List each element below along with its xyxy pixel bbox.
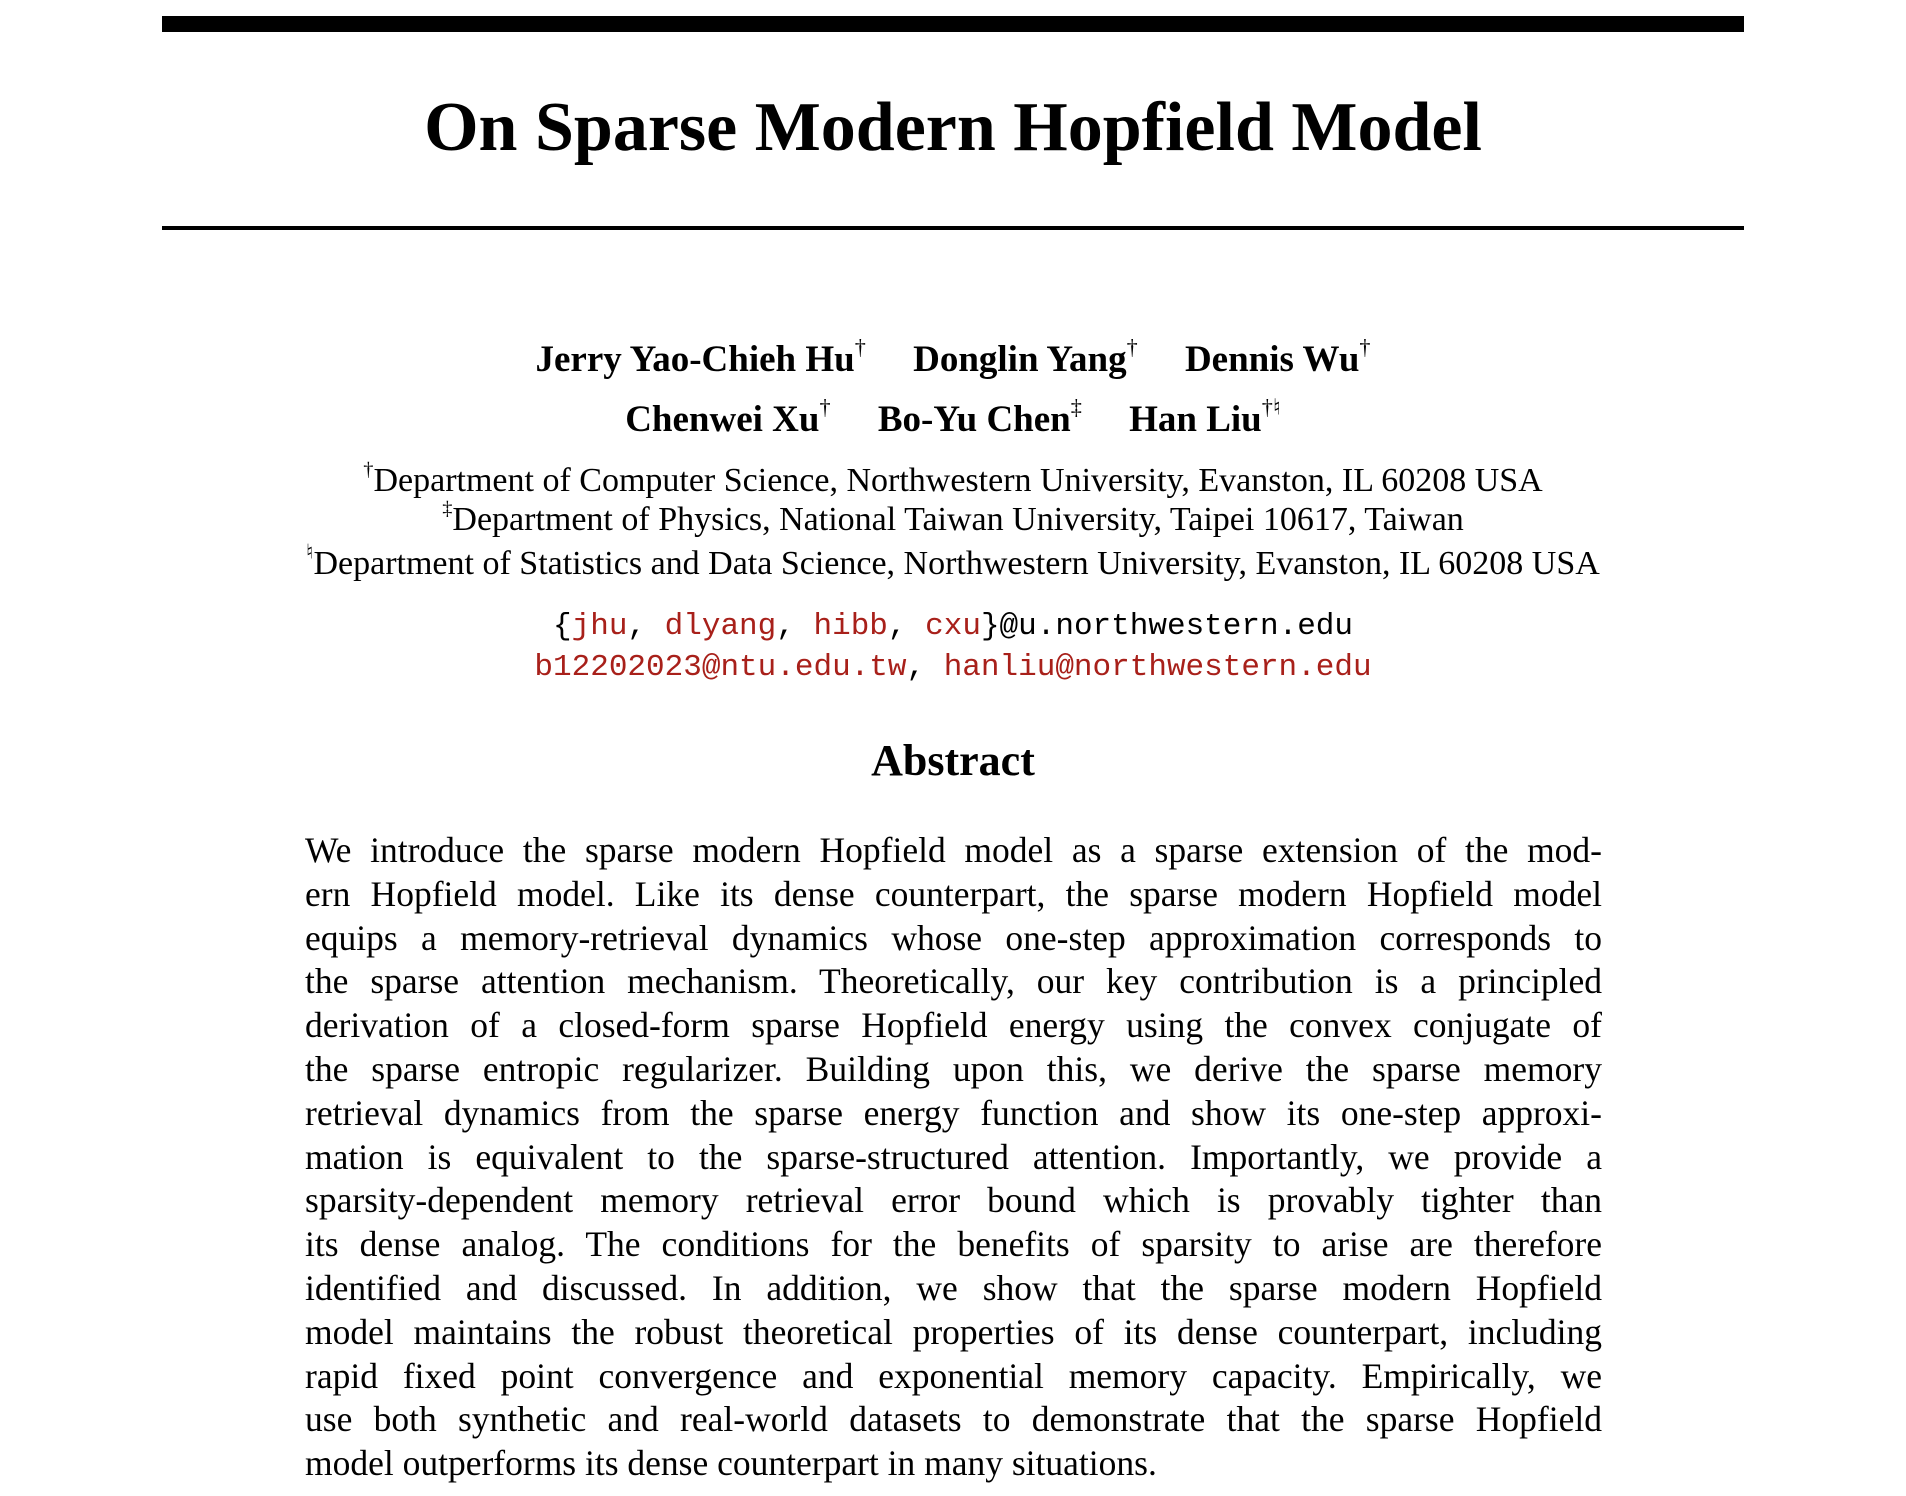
author: Donglin Yang† — [913, 334, 1138, 380]
email-link[interactable]: hibb — [813, 609, 888, 644]
author: Chenwei Xu† — [625, 394, 831, 440]
abstract-line: We introduce the sparse modern Hopfield … — [305, 830, 1602, 870]
abstract-line: equips a memory-retrieval dynamics whose… — [305, 917, 1602, 958]
email-link[interactable]: jhu — [571, 609, 628, 644]
author: Dennis Wu† — [1184, 334, 1371, 380]
email-link[interactable]: dlyang — [664, 609, 777, 644]
top-rule — [162, 16, 1744, 32]
abstract-line: the sparse entropic regularizer. Buildin… — [305, 1048, 1602, 1089]
abstract-line: derivation of a closed-form sparse Hopfi… — [305, 1005, 1602, 1046]
email-link[interactable]: hanliu@northwestern.edu — [943, 650, 1372, 685]
abstract-line: use both synthetic and real-world datase… — [305, 1399, 1602, 1440]
affiliation: ‡Department of Physics, National Taiwan … — [442, 497, 1464, 538]
abstract-line: rapid fixed point convergence and expone… — [305, 1355, 1602, 1396]
title-rule — [162, 226, 1744, 230]
author: Bo-Yu Chen‡ — [877, 394, 1082, 440]
email-link[interactable]: cxu — [925, 609, 981, 644]
email-line-1: {jhu, dlyang, hibb, cxu}@u.northwestern.… — [553, 609, 1353, 644]
email-line-2: b12202023@ntu.edu.tw, hanliu@northwester… — [534, 650, 1372, 685]
abstract-line: identified and discussed. In addition, w… — [305, 1267, 1602, 1308]
email-link[interactable]: b12202023@ntu.edu.tw — [534, 650, 907, 685]
author: Jerry Yao-Chieh Hu† — [535, 334, 866, 380]
paper-title: On Sparse Modern Hopfield Model — [424, 89, 1482, 166]
abstract-line: model maintains the robust theoretical p… — [305, 1311, 1602, 1352]
abstract-line: sparsity-dependent memory retrieval erro… — [305, 1180, 1602, 1221]
abstract-line: mation is equivalent to the sparse-struc… — [305, 1136, 1602, 1177]
abstract-line: retrieval dynamics from the sparse energ… — [305, 1092, 1602, 1133]
abstract-body: We introduce the sparse modern Hopfield … — [305, 829, 1602, 1486]
author: Han Liu†♮ — [1129, 394, 1281, 440]
affiliation: ♮Department of Statistics and Data Scien… — [306, 541, 1600, 582]
affiliation: †Department of Computer Science, Northwe… — [363, 458, 1543, 499]
abstract-line: the sparse attention mechanism. Theoreti… — [305, 961, 1602, 1002]
abstract-line: its dense analog. The conditions for the… — [305, 1224, 1602, 1265]
author-row-2: Chenwei Xu† Bo-Yu Chen‡ Han Liu†♮ — [0, 394, 1906, 442]
abstract-line: model outperforms its dense counterpart … — [305, 1443, 1157, 1484]
abstract-heading: Abstract — [871, 736, 1035, 785]
abstract-line: ern Hopfield model. Like its dense count… — [305, 873, 1602, 914]
author-row-1: Jerry Yao-Chieh Hu† Donglin Yang† Dennis… — [0, 334, 1906, 382]
